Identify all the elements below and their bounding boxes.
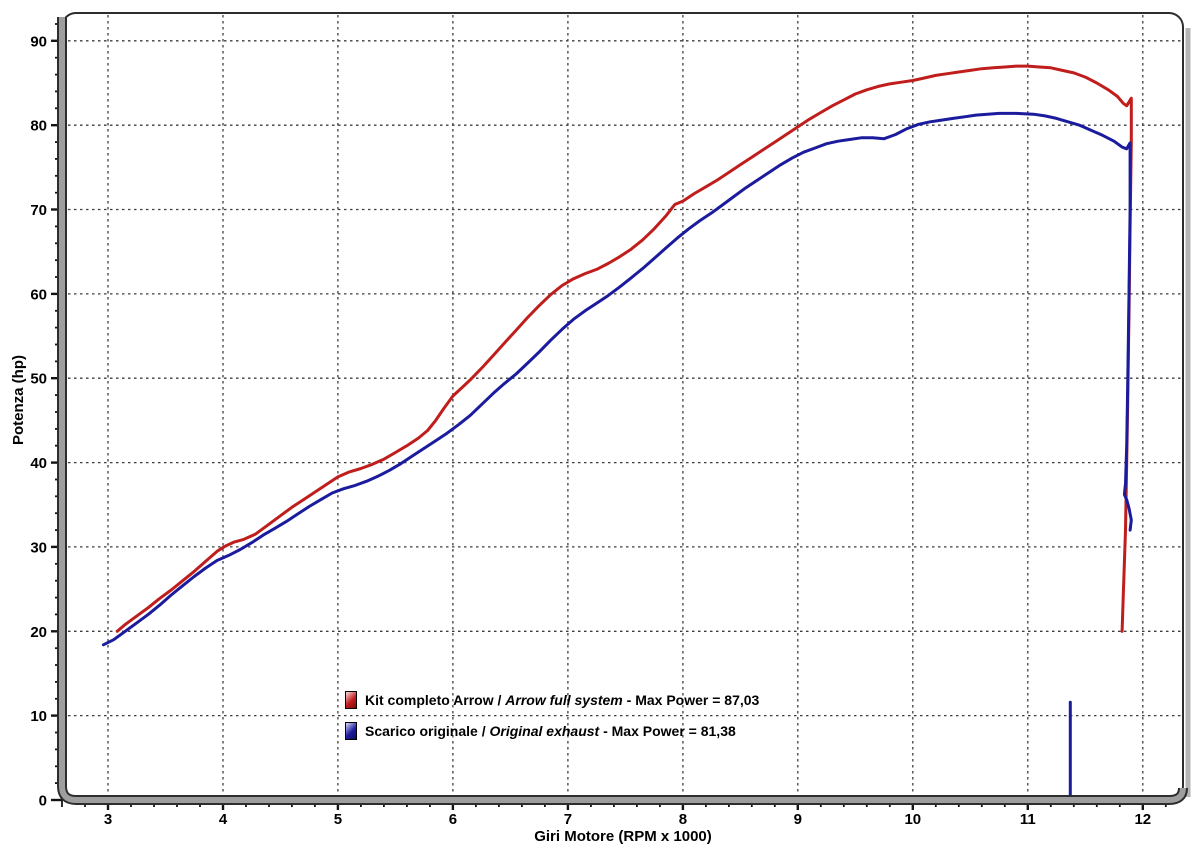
y-tick-label: 0 (39, 793, 47, 810)
series-original-exhaust (101, 111, 1133, 802)
legend-label-suffix: - Max Power = 87,03 (622, 692, 760, 708)
y-tick-label: 40 (30, 455, 47, 472)
y-tick-label: 60 (30, 286, 47, 303)
series-arrow-kit (115, 64, 1133, 633)
y-tick-label: 90 (30, 33, 47, 50)
legend-label-suffix: - Max Power = 81,38 (599, 723, 736, 739)
legend-label-italic: Original exhaust (489, 723, 600, 739)
legend-item-arrow-kit: Kit completo Arrow / Arrow full system -… (345, 690, 759, 710)
y-tick-label: 70 (30, 202, 47, 219)
legend-item-original-exhaust: Scarico originale / Original exhaust - M… (345, 721, 759, 741)
tick-labels: 3 4 5 6 7 8 9 10 11 12 0 10 20 30 40 50 60 70 80 90 (30, 33, 1151, 828)
axis-bar (59, 17, 1186, 803)
legend-label-italic: Arrow full system (505, 692, 623, 708)
x-tick-label: 4 (219, 811, 228, 828)
y-tick-label: 30 (30, 539, 47, 556)
x-tick-label: 9 (794, 811, 802, 828)
gridlines (62, 15, 1182, 800)
y-axis-title: Potenza (hp) (10, 355, 27, 445)
legend: Kit completo Arrow / Arrow full system -… (345, 690, 759, 752)
legend-swatch-red (345, 691, 357, 709)
x-tick-label: 12 (1134, 811, 1151, 828)
x-tick-label: 7 (564, 811, 572, 828)
y-tick-label: 10 (30, 708, 47, 725)
legend-label-arrow-kit: Kit completo Arrow / Arrow full system -… (365, 690, 759, 710)
series-line-original-exhaust (101, 111, 1133, 647)
x-tick-label: 5 (334, 811, 342, 828)
y-tick-label: 80 (30, 118, 47, 135)
legend-label-prefix: Scarico originale / (365, 723, 490, 739)
x-axis-title: Giri Motore (RPM x 1000) (534, 828, 712, 845)
plot-frame (61, 12, 1184, 801)
series-line-arrow-kit (115, 64, 1133, 633)
x-tick-label: 3 (104, 811, 112, 828)
legend-label-original-exhaust: Scarico originale / Original exhaust - M… (365, 721, 736, 741)
legend-label-prefix: Kit completo Arrow / (365, 692, 506, 708)
x-tick-label: 11 (1020, 811, 1036, 828)
x-tick-label: 8 (679, 811, 687, 828)
x-tick-label: 6 (449, 811, 457, 828)
y-tick-label: 20 (30, 624, 47, 641)
x-tick-label: 10 (904, 811, 921, 828)
y-tick-label: 50 (30, 371, 47, 388)
legend-swatch-blue (345, 722, 357, 740)
